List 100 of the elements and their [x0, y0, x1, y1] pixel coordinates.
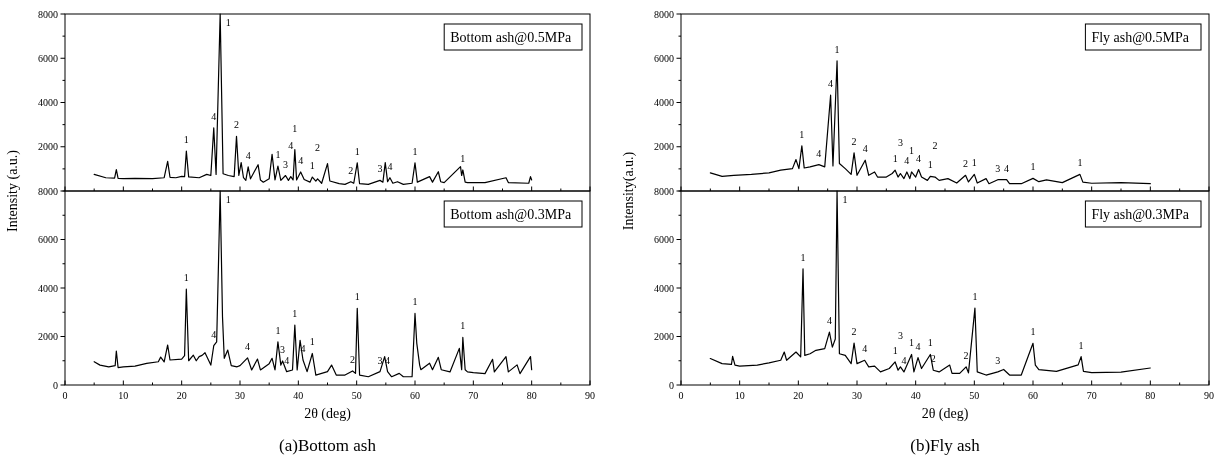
- annotation: 1: [225, 194, 231, 205]
- annotation: 1: [292, 308, 298, 320]
- annotation: 1: [972, 291, 978, 303]
- y-tick-label: 8000: [38, 185, 58, 197]
- y-axis-title: Intensity (a.u.): [5, 149, 21, 233]
- annotation: 4: [245, 149, 251, 161]
- annotation: 1: [275, 149, 281, 160]
- y-tick-label: 8000: [654, 8, 674, 20]
- annotation: 3: [995, 162, 1001, 174]
- annotation: 1: [909, 144, 915, 156]
- annotation: 2: [348, 164, 354, 176]
- y-tick-label: 6000: [38, 234, 58, 245]
- x-tick-label: 40: [293, 390, 304, 401]
- annotation: 1: [892, 344, 898, 356]
- annotation: 3: [897, 329, 903, 341]
- y-tick-label: 4000: [654, 97, 674, 108]
- y-tick-label: 2000: [654, 141, 674, 153]
- annotation: 4: [245, 340, 251, 352]
- text: Bottom ash@0.5MPa: [450, 30, 572, 45]
- x-tick-label: 70: [1086, 390, 1097, 401]
- annotation: 4: [862, 343, 868, 355]
- x-tick-label: 0: [62, 390, 68, 401]
- x-tick-label: 30: [235, 390, 245, 401]
- y-tick-label: 0: [53, 379, 58, 391]
- annotation: 4: [385, 354, 391, 366]
- annotation: 4: [828, 78, 834, 90]
- annotation: 2: [932, 140, 938, 152]
- x-tick-label: 70: [468, 390, 479, 401]
- annotation: 1: [183, 134, 189, 146]
- annotation: 1: [971, 157, 977, 169]
- annotation: 1: [225, 17, 231, 28]
- annotation: 1: [292, 122, 298, 134]
- text: Fly ash@0.5MPa: [1091, 30, 1190, 45]
- y-tick-label: 4000: [654, 282, 674, 294]
- annotation: 1: [354, 145, 360, 157]
- x-tick-label: 90: [1204, 390, 1214, 401]
- annotation: 3: [377, 354, 383, 366]
- x-tick-label: 20: [793, 390, 804, 401]
- y-tick-label: 4000: [38, 282, 58, 294]
- text: Fly ash@0.3MPa: [1091, 207, 1190, 222]
- annotation: 4: [1004, 162, 1010, 174]
- annotation: 1: [842, 194, 848, 205]
- y-tick-label: 8000: [654, 185, 674, 197]
- annotation: 1: [309, 160, 315, 172]
- x-axis-title: 2θ (deg): [304, 406, 352, 422]
- annotation: 2: [350, 353, 356, 365]
- y-tick-label: 8000: [38, 8, 58, 20]
- annotation: 1: [460, 152, 466, 164]
- annotation: 4: [211, 110, 217, 122]
- annotation: 4: [862, 143, 868, 155]
- annotation: 1: [927, 159, 933, 171]
- annotation: 4: [298, 154, 304, 166]
- annotation: 1: [892, 153, 898, 165]
- x-tick-label: 50: [351, 390, 362, 401]
- annotation: 4: [916, 152, 922, 164]
- annotation: 2: [963, 158, 969, 170]
- annotation: 1: [927, 337, 933, 349]
- x-tick-label: 20: [176, 390, 187, 401]
- annotation: 2: [234, 119, 239, 131]
- x-axis-title: 2θ (deg): [921, 406, 969, 422]
- x-tick-label: 80: [1145, 390, 1156, 401]
- y-tick-label: 4000: [38, 97, 58, 108]
- annotation: 1: [834, 43, 840, 55]
- annotation: 4: [904, 154, 910, 166]
- annotation: 1: [412, 145, 418, 157]
- annotation: 1: [275, 324, 281, 336]
- y-axis-title: Intensity(a.u.): [621, 151, 637, 231]
- annotation: 1: [460, 320, 466, 332]
- annotation: 1: [1030, 326, 1036, 338]
- annotation: 4: [816, 147, 822, 159]
- annotation: 1: [1030, 161, 1036, 173]
- annotation: 4: [211, 328, 217, 340]
- x-tick-label: 10: [734, 390, 745, 401]
- annotation: 3: [377, 163, 383, 175]
- annotation: 2: [315, 141, 321, 153]
- y-tick-label: 2000: [654, 331, 674, 342]
- y-tick-label: 6000: [654, 52, 674, 64]
- annotation: 3: [280, 343, 286, 355]
- annotation: 3: [897, 136, 903, 148]
- x-tick-label: 80: [526, 390, 537, 401]
- annotation: 1: [183, 272, 189, 284]
- x-tick-label: 90: [585, 390, 595, 401]
- annotation: 1: [1078, 339, 1084, 351]
- annotation: 1: [800, 251, 806, 263]
- annotation: 1: [1077, 157, 1083, 169]
- x-tick-label: 10: [118, 390, 129, 401]
- x-tick-label: 0: [678, 390, 684, 401]
- annotation: 1: [799, 128, 805, 140]
- x-tick-label: 40: [910, 390, 921, 401]
- x-tick-label: 50: [969, 390, 980, 401]
- annotation: 4: [901, 354, 907, 366]
- text: (b)Fly ash: [910, 436, 981, 455]
- annotation: 4: [284, 354, 290, 366]
- x-tick-label: 30: [852, 390, 862, 401]
- text: (a)Bottom ash: [279, 436, 377, 455]
- text: Bottom ash@0.3MPa: [450, 207, 572, 222]
- x-tick-label: 60: [410, 390, 420, 401]
- annotation: 4: [288, 139, 294, 151]
- annotation: 2: [851, 326, 857, 338]
- annotation: 4: [915, 340, 921, 352]
